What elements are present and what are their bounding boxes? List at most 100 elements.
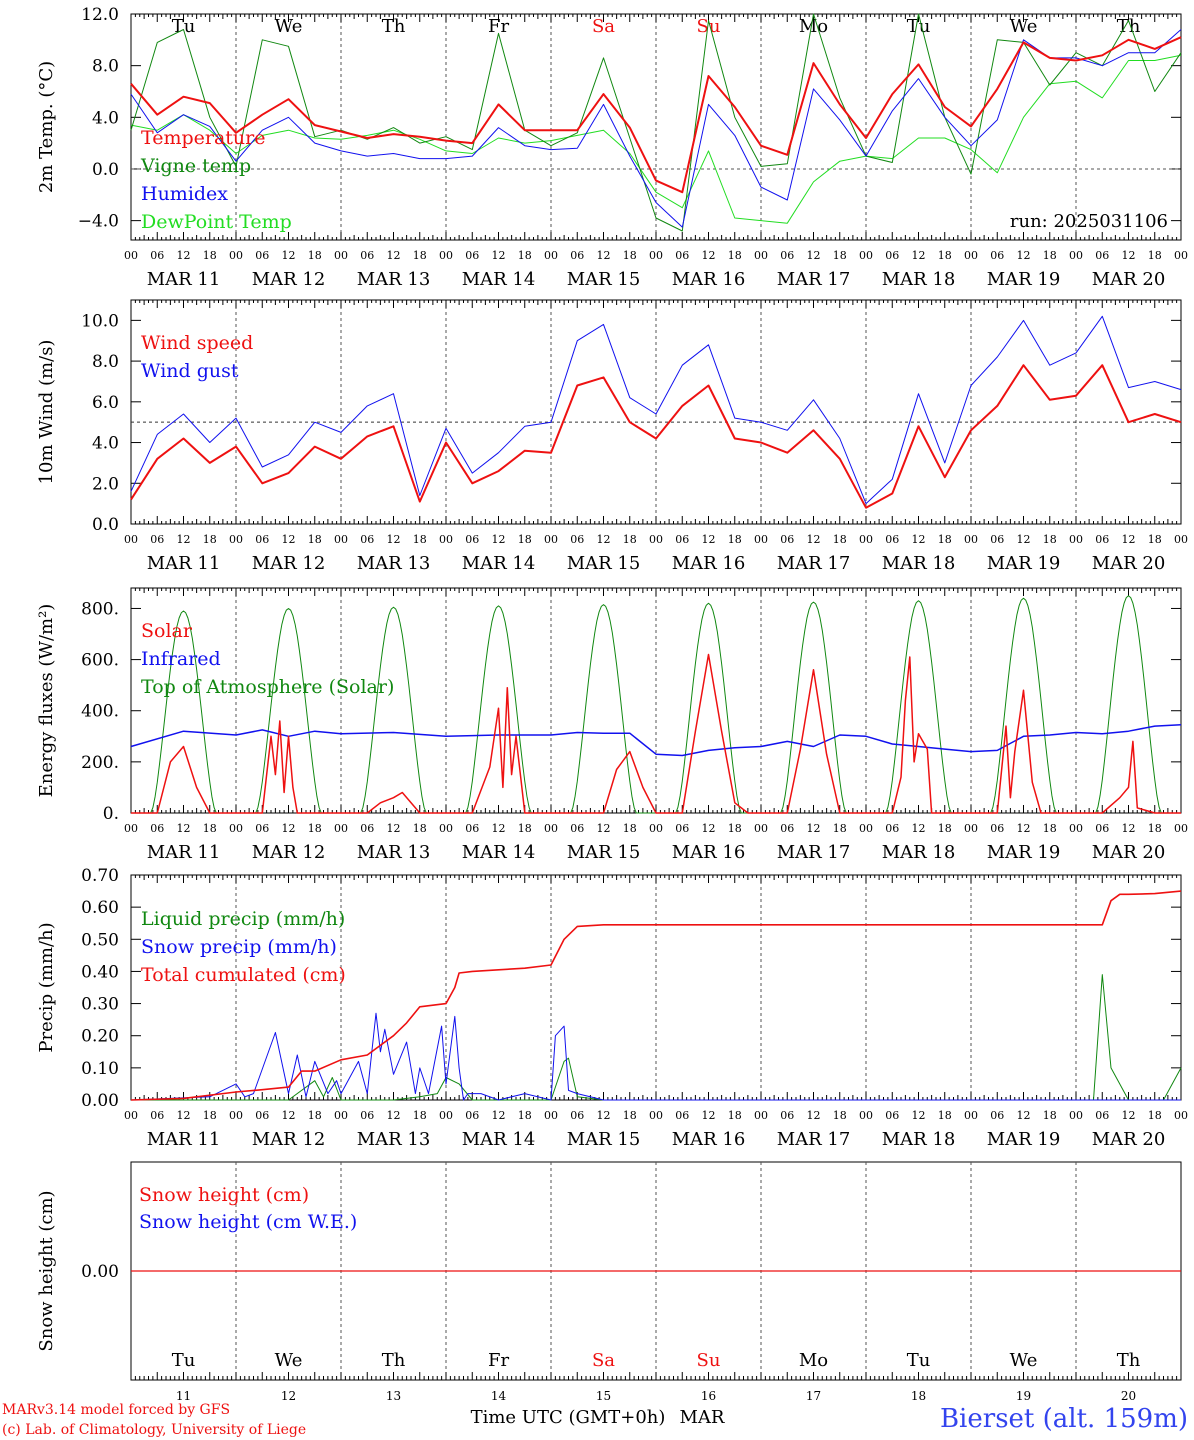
day-number: 16 <box>701 1389 716 1403</box>
hour-tick-label: 18 <box>308 822 322 835</box>
hour-tick-label: 12 <box>1017 822 1031 835</box>
hour-tick-label: 06 <box>360 249 374 262</box>
series-humidex <box>130 29 1182 228</box>
legend-entry: Top of Atmosphere (Solar) <box>141 676 394 698</box>
y-tick-label: 200. <box>81 753 119 773</box>
hour-tick-label: 00 <box>1174 822 1188 835</box>
hour-tick-label: 18 <box>728 1109 742 1122</box>
y-tick-label: 600. <box>81 651 119 671</box>
hour-tick-label: 12 <box>492 249 506 262</box>
run-annotation: run: 2025031106 <box>1010 211 1168 232</box>
hour-tick-label: 18 <box>1148 822 1162 835</box>
y-tick-label: 12.0 <box>81 5 119 25</box>
y-tick-label: 6.0 <box>92 393 119 413</box>
date-label: MAR 12 <box>252 269 326 290</box>
month-label: MAR <box>680 1407 725 1428</box>
hour-tick-label: 18 <box>413 1109 427 1122</box>
hour-tick-label: 00 <box>964 822 978 835</box>
date-label: MAR 12 <box>252 842 326 863</box>
date-label: MAR 14 <box>462 842 536 863</box>
hour-tick-label: 00 <box>1069 249 1083 262</box>
date-label: MAR 17 <box>777 553 851 574</box>
day-number: 11 <box>176 1389 191 1403</box>
hour-tick-label: 00 <box>334 533 348 546</box>
series-snow-precip <box>130 1012 1181 1101</box>
hour-tick-label: 18 <box>413 249 427 262</box>
hour-tick-label: 06 <box>1095 822 1109 835</box>
hour-tick-label: 18 <box>1043 533 1057 546</box>
hour-tick-label: 18 <box>308 533 322 546</box>
hour-tick-label: 06 <box>255 533 269 546</box>
series-vigne-temp <box>130 13 1182 232</box>
date-label: MAR 14 <box>462 553 536 574</box>
hour-tick-label: 00 <box>229 1109 243 1122</box>
hour-tick-label: 00 <box>859 249 873 262</box>
panel-frame <box>130 299 1182 525</box>
series-wind-speed <box>130 364 1182 509</box>
hour-tick-label: 00 <box>649 822 663 835</box>
hour-tick-label: 12 <box>807 533 821 546</box>
legend-entry: Snow precip (mm/h) <box>141 936 337 958</box>
hour-tick-label: 18 <box>728 533 742 546</box>
hour-tick-label: 18 <box>938 533 952 546</box>
hour-tick-label: 18 <box>413 533 427 546</box>
hour-tick-label: 00 <box>229 249 243 262</box>
day-number: 12 <box>281 1389 296 1403</box>
hour-tick-label: 00 <box>124 249 138 262</box>
hour-tick-label: 12 <box>1122 533 1136 546</box>
hour-tick-label: 06 <box>675 1109 689 1122</box>
hour-tick-label: 06 <box>360 1109 374 1122</box>
legend-entry: Infrared <box>141 648 221 670</box>
date-label: MAR 14 <box>462 1129 536 1150</box>
hour-tick-label: 06 <box>885 533 899 546</box>
day-name: Th <box>382 1350 406 1371</box>
hour-tick-label: 12 <box>912 533 926 546</box>
y-tick-label: 0. <box>103 804 119 824</box>
date-label: MAR 20 <box>1092 269 1166 290</box>
legend-entry: Vigne temp <box>140 155 251 177</box>
hour-tick-label: 00 <box>439 1109 453 1122</box>
hour-tick-label: 00 <box>1069 533 1083 546</box>
hour-tick-label: 00 <box>439 822 453 835</box>
hour-tick-label: 12 <box>177 533 191 546</box>
date-label: MAR 20 <box>1092 553 1166 574</box>
hour-tick-label: 06 <box>1095 1109 1109 1122</box>
date-label: MAR 20 <box>1092 1129 1166 1150</box>
day-name: Th <box>1117 16 1141 37</box>
series-infrared <box>130 724 1182 757</box>
panel-frame <box>130 587 1182 814</box>
hour-tick-label: 12 <box>807 822 821 835</box>
hour-tick-label: 00 <box>334 822 348 835</box>
day-name: Fr <box>488 1350 509 1371</box>
y-tick-label: 800. <box>81 599 119 619</box>
copyright-credit: (c) Lab. of Climatology, University of L… <box>2 1422 306 1438</box>
y-tick-label: 0.00 <box>81 1262 119 1282</box>
hour-tick-label: 00 <box>229 533 243 546</box>
hour-tick-label: 06 <box>675 822 689 835</box>
hour-tick-label: 00 <box>439 249 453 262</box>
hour-tick-label: 12 <box>1122 822 1136 835</box>
hour-tick-label: 12 <box>177 249 191 262</box>
hour-tick-label: 12 <box>282 1109 296 1122</box>
date-label: MAR 15 <box>567 269 641 290</box>
series-wind-gust <box>130 315 1182 505</box>
hour-tick-label: 06 <box>990 822 1004 835</box>
hour-tick-label: 00 <box>859 822 873 835</box>
hour-tick-label: 06 <box>1095 533 1109 546</box>
hour-tick-label: 06 <box>780 822 794 835</box>
date-label: MAR 19 <box>987 269 1061 290</box>
hour-tick-label: 06 <box>885 822 899 835</box>
date-label: MAR 16 <box>672 553 746 574</box>
legend-entry: Temperature <box>141 127 265 149</box>
hour-tick-label: 12 <box>492 1109 506 1122</box>
legend-entry: DewPoint Temp <box>141 211 292 233</box>
hour-tick-label: 06 <box>465 249 479 262</box>
y-tick-label: 8.0 <box>92 352 119 372</box>
hour-tick-label: 12 <box>807 1109 821 1122</box>
hour-tick-label: 12 <box>282 249 296 262</box>
hour-tick-label: 18 <box>308 249 322 262</box>
day-number: 13 <box>386 1389 401 1403</box>
day-name: Su <box>697 16 721 37</box>
day-name: Tu <box>172 1350 196 1371</box>
hour-tick-label: 12 <box>702 1109 716 1122</box>
